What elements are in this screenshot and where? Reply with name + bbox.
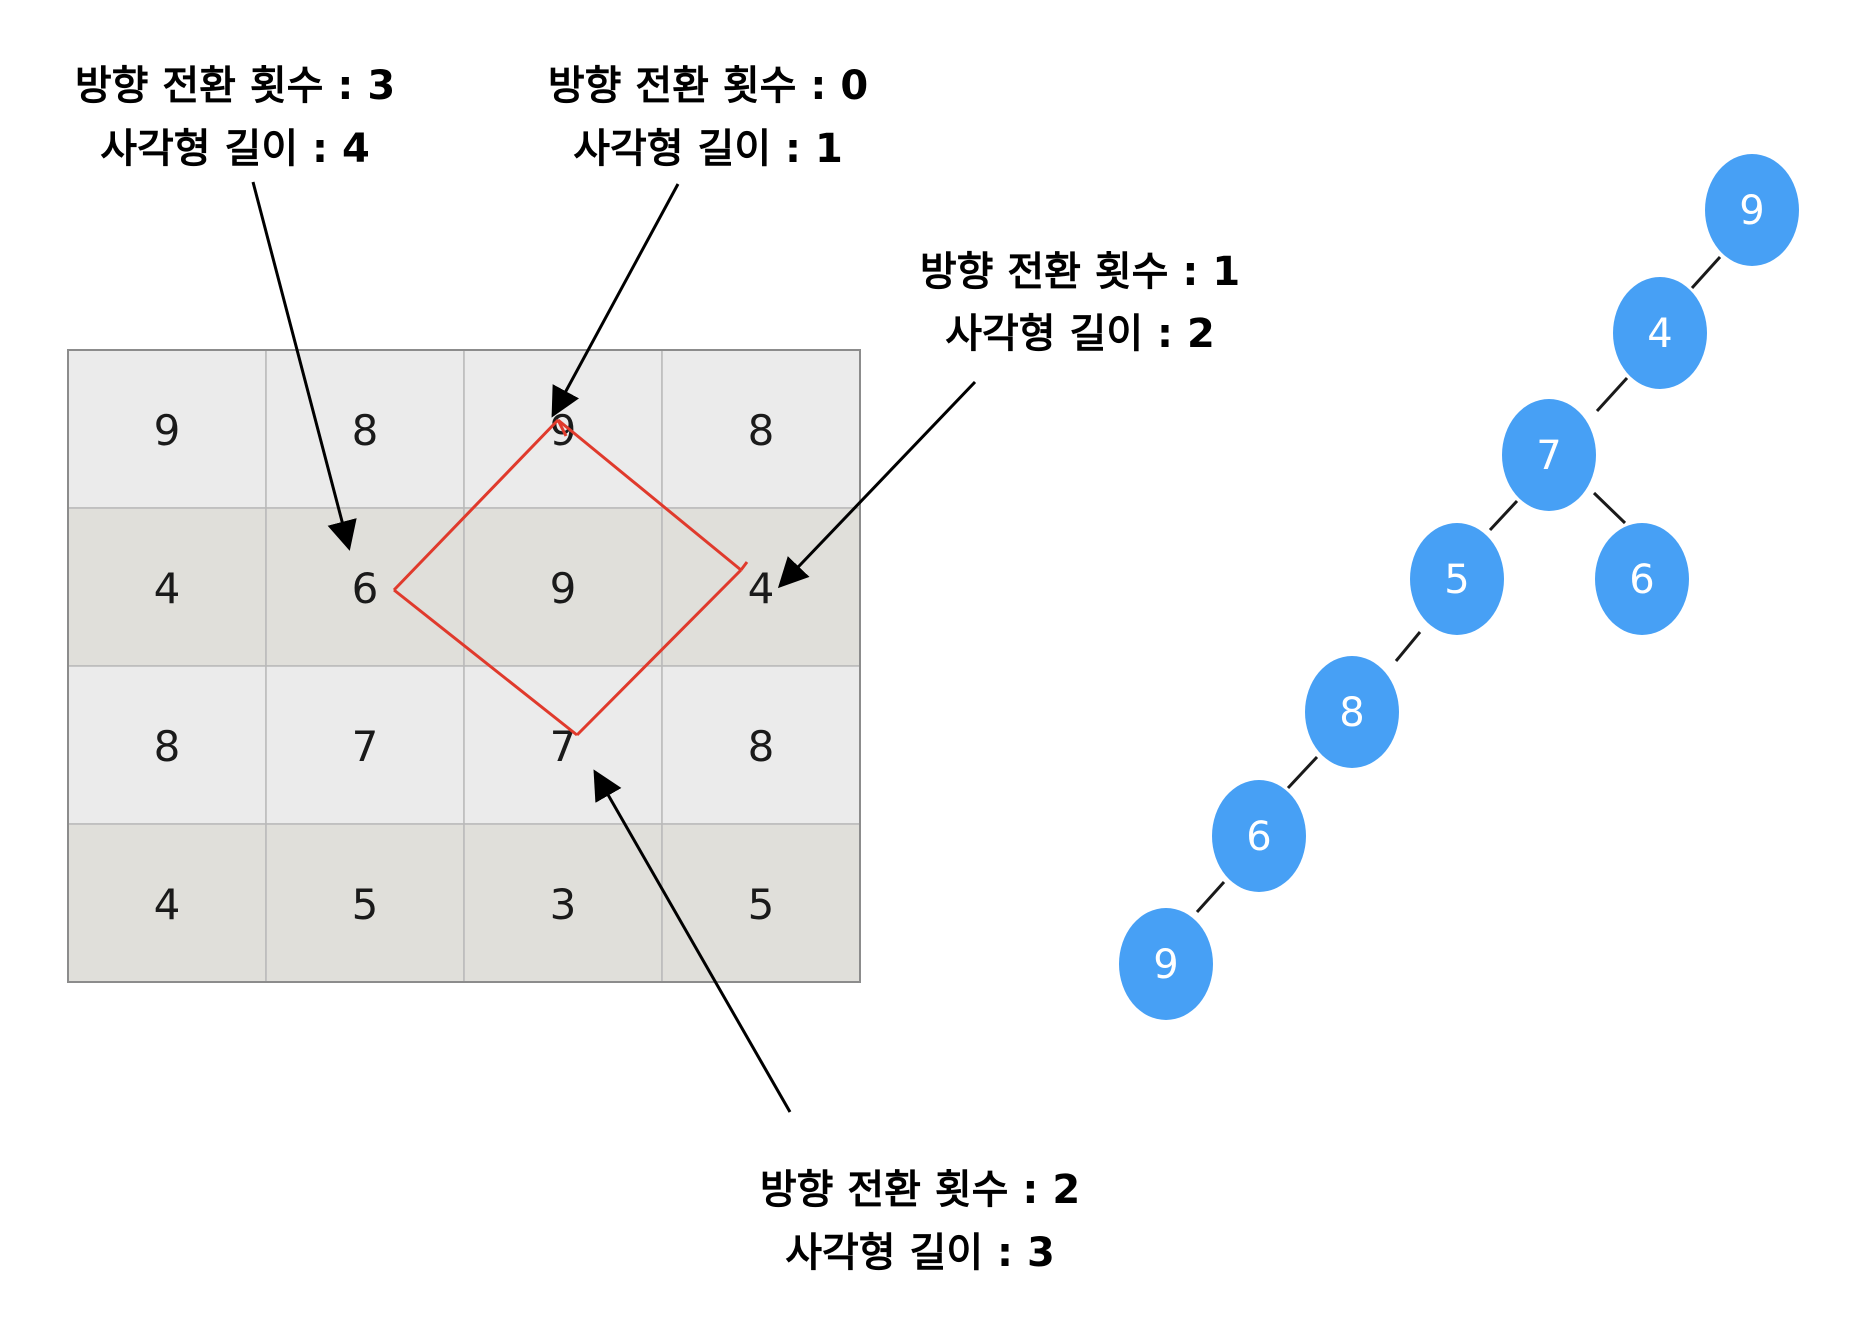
- tree-edge: [1595, 376, 1629, 413]
- diamond-edge: [393, 588, 578, 737]
- tree-node: [1613, 277, 1707, 389]
- tree-node: [1502, 399, 1596, 511]
- annotation-arrows: [251, 181, 977, 1113]
- tree-node-label: 6: [1246, 814, 1271, 860]
- annotation-turn-count: 방향 전환 횟수 : 1: [920, 249, 1240, 295]
- cell-value: 4: [154, 880, 181, 929]
- grid-border: [67, 349, 861, 983]
- cell-value: 7: [550, 722, 577, 771]
- grid-cell: [661, 349, 861, 509]
- annotation-turn-count: 방향 전환 횟수 : 0: [548, 63, 868, 109]
- annotation-square-length: 사각형 길이 : 1: [573, 126, 843, 172]
- diamond-tick: [739, 561, 749, 571]
- arrow: [593, 769, 792, 1113]
- arrow: [551, 183, 680, 418]
- tree-node-label: 9: [1739, 188, 1764, 234]
- annotation-square-length: 사각형 길이 : 3: [785, 1230, 1055, 1276]
- diamond-path: [392, 418, 749, 737]
- cell-value: 9: [550, 564, 577, 613]
- tree-node: [1410, 523, 1504, 635]
- grid-cell: [67, 823, 267, 983]
- cell-value: 4: [748, 564, 775, 613]
- tree-node: [1705, 154, 1799, 266]
- tree-edge: [1488, 499, 1519, 532]
- cell-value: 3: [550, 880, 577, 929]
- tree-nodes: 9 4 7 5 6 8 6 9: [1119, 154, 1799, 1020]
- cell-value: 8: [154, 722, 181, 771]
- number-grid: 9 8 9 8 4 6 9 4 8 7 7 8 4 5 3 5: [67, 349, 861, 983]
- tree-edge: [1690, 255, 1722, 290]
- tree-node: [1119, 908, 1213, 1020]
- cell-value: 8: [748, 722, 775, 771]
- tree-edges: [1195, 255, 1722, 914]
- diamond-tick: [556, 419, 568, 437]
- tree-node: [1212, 780, 1306, 892]
- cell-value: 7: [352, 722, 379, 771]
- tree-node-label: 4: [1647, 311, 1672, 357]
- diamond-edge: [557, 418, 742, 572]
- tree-node-label: 5: [1444, 557, 1469, 603]
- grid-cell: [661, 823, 861, 983]
- annotation-labels: 방향 전환 횟수 : 3 사각형 길이 : 4 방향 전환 횟수 : 0 사각형…: [75, 63, 1240, 1276]
- diamond-edge: [575, 568, 743, 737]
- tree-edge: [1195, 880, 1226, 914]
- tree-edge: [1592, 491, 1627, 525]
- grid-cell: [67, 349, 267, 509]
- tree-edge: [1394, 631, 1422, 662]
- cell-value: 5: [352, 880, 379, 929]
- annotation-turn-count: 방향 전환 횟수 : 2: [760, 1167, 1080, 1213]
- cell-value: 8: [748, 406, 775, 455]
- cell-value: 4: [154, 564, 181, 613]
- grid-cell: [265, 823, 465, 983]
- annotation-square-length: 사각형 길이 : 4: [100, 126, 370, 172]
- cell-value: 8: [352, 406, 379, 455]
- tree-edge: [1286, 755, 1319, 790]
- arrow: [777, 380, 977, 589]
- cell-value: 5: [748, 880, 775, 929]
- tree-node: [1595, 523, 1689, 635]
- diamond-edge: [392, 418, 560, 592]
- grid-cell: [265, 665, 465, 825]
- grid-cell: [661, 507, 861, 667]
- tree-node-label: 8: [1339, 690, 1364, 736]
- annotation-square-length: 사각형 길이 : 2: [945, 311, 1215, 357]
- annotation-turn-count: 방향 전환 횟수 : 3: [75, 63, 395, 109]
- grid-cell: [661, 665, 861, 825]
- tree-node-label: 6: [1629, 557, 1654, 603]
- grid-cell: [463, 823, 663, 983]
- tree-node-label: 9: [1153, 942, 1178, 988]
- tree-node: [1305, 656, 1399, 768]
- arrow: [251, 181, 357, 551]
- grid-cell: [463, 507, 663, 667]
- cell-value: 9: [154, 406, 181, 455]
- tree-node-label: 7: [1536, 433, 1561, 479]
- cell-value: 6: [352, 564, 379, 613]
